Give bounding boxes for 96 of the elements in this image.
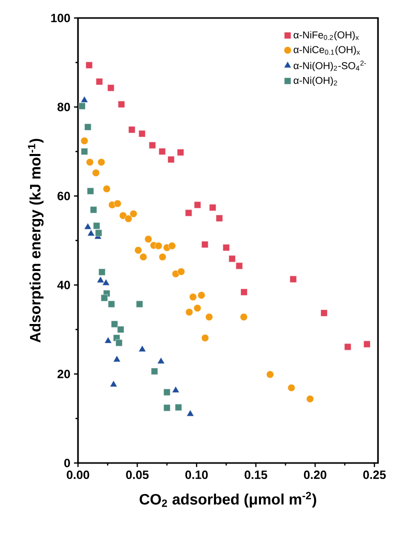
point xyxy=(216,214,223,222)
x-tick-label: 0.20 xyxy=(304,470,326,480)
point xyxy=(98,158,106,166)
point xyxy=(134,246,142,254)
point xyxy=(116,339,122,346)
point xyxy=(87,229,95,236)
point xyxy=(320,310,328,316)
point xyxy=(80,148,88,155)
point xyxy=(92,169,100,177)
point xyxy=(194,201,201,208)
point xyxy=(108,300,115,308)
point xyxy=(90,206,97,214)
point xyxy=(266,370,274,378)
point xyxy=(86,188,94,195)
point xyxy=(205,313,213,321)
point xyxy=(189,293,197,301)
point xyxy=(96,276,104,283)
x-axis-title: CO$_{2}$ adsorbed (μmol m$^{-2}$) xyxy=(140,492,316,508)
point xyxy=(186,410,194,416)
legend-label: α-NiCe$_{0.1}$(OH)$_{x}$ xyxy=(294,46,360,56)
point xyxy=(364,340,370,348)
y-tick-label: 80 xyxy=(57,102,70,112)
point xyxy=(86,62,93,69)
point xyxy=(111,320,118,328)
point xyxy=(306,395,314,403)
point xyxy=(80,137,88,145)
point xyxy=(118,100,125,108)
point xyxy=(144,235,152,243)
point xyxy=(163,388,170,396)
point xyxy=(154,242,162,250)
point xyxy=(148,142,156,149)
point xyxy=(172,386,180,393)
point xyxy=(117,326,124,333)
point xyxy=(177,268,185,276)
point xyxy=(140,253,148,261)
point xyxy=(201,334,209,342)
point xyxy=(168,156,175,163)
y-tick-label: 0 xyxy=(64,458,70,468)
point xyxy=(194,304,202,312)
point xyxy=(290,276,297,283)
point xyxy=(138,345,146,352)
point xyxy=(209,204,216,212)
point xyxy=(113,355,121,362)
y-tick-label: 20 xyxy=(58,370,70,378)
point xyxy=(236,262,243,270)
point xyxy=(158,253,166,261)
point xyxy=(110,380,118,387)
point xyxy=(96,78,103,86)
x-tick-label: 0.25 xyxy=(363,470,386,480)
point xyxy=(240,288,248,296)
y-tick-label: 100 xyxy=(51,14,70,22)
point xyxy=(93,222,100,230)
point xyxy=(80,96,88,103)
point xyxy=(78,102,86,110)
point xyxy=(114,200,122,208)
point xyxy=(168,242,176,250)
point xyxy=(228,255,236,262)
point xyxy=(102,185,110,193)
x-tick-label: 0.10 xyxy=(185,470,208,480)
point xyxy=(198,291,206,299)
x-tick-label: 0.00 xyxy=(66,470,90,480)
point xyxy=(177,148,184,156)
point xyxy=(174,404,182,411)
point xyxy=(124,214,132,222)
y-tick-label: 40 xyxy=(57,280,70,290)
point xyxy=(185,209,192,216)
point xyxy=(163,404,170,412)
legend-label: α-NiFe$_{0.2}$(OH)$_{x}$ xyxy=(294,31,359,40)
point xyxy=(107,84,114,92)
point xyxy=(128,126,136,134)
point xyxy=(95,229,102,236)
x-tick-label: 0.05 xyxy=(126,470,149,480)
point xyxy=(288,384,296,392)
point xyxy=(138,130,146,138)
point xyxy=(104,336,112,344)
point xyxy=(84,124,92,130)
point xyxy=(240,313,248,321)
point xyxy=(222,244,230,252)
legend-label: α-Ni(OH)$_{2}$ xyxy=(294,76,338,86)
y-axis-title: Adsorption energy (kJ mol$^{-1}$) xyxy=(28,138,44,343)
point xyxy=(185,308,193,316)
point xyxy=(84,222,92,230)
point xyxy=(136,300,143,308)
point xyxy=(98,268,106,276)
point xyxy=(158,148,166,155)
x-tick-label: 0.15 xyxy=(244,470,268,480)
point xyxy=(344,343,352,350)
point xyxy=(119,212,127,220)
point xyxy=(86,158,94,166)
point xyxy=(157,357,165,364)
point xyxy=(130,210,138,218)
point xyxy=(151,368,158,375)
point xyxy=(201,241,208,248)
point xyxy=(100,294,108,302)
point xyxy=(102,278,110,286)
y-tick-label: 60 xyxy=(58,192,70,200)
